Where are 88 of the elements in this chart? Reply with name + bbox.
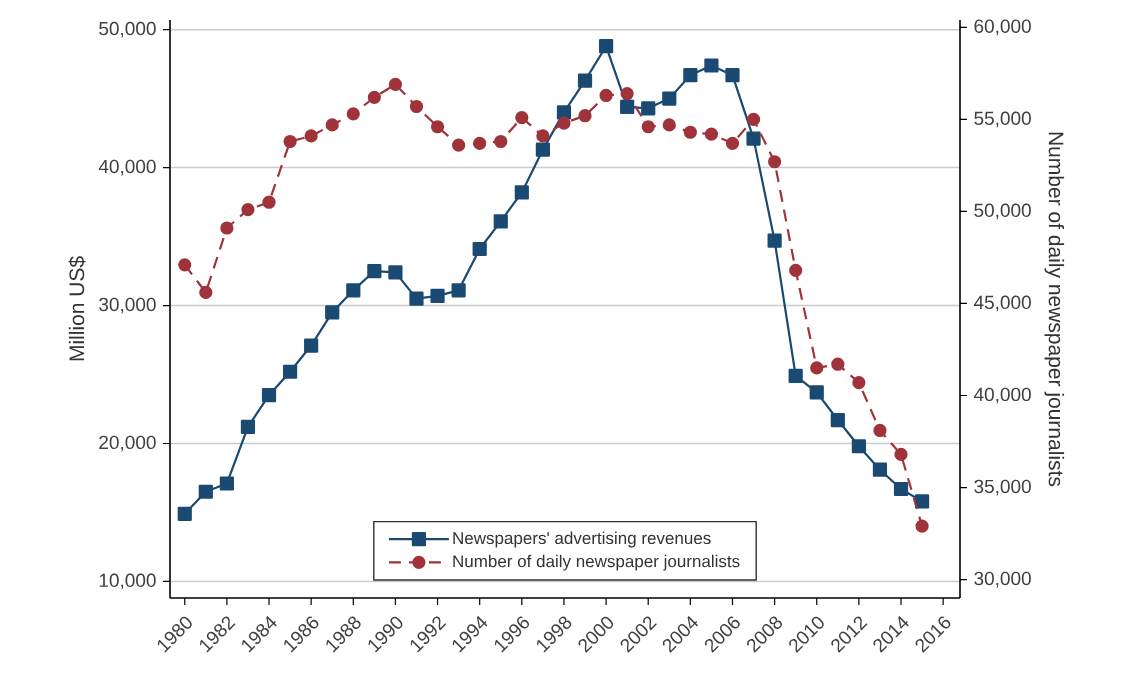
point (704, 58, 719, 73)
point (198, 484, 213, 499)
point (367, 263, 382, 279)
point (430, 288, 445, 303)
point (599, 88, 613, 103)
point (746, 112, 761, 126)
point (473, 136, 487, 150)
y-tick-label: 30,000 (99, 297, 156, 314)
point (809, 385, 824, 400)
point (641, 120, 655, 134)
point (388, 77, 403, 92)
point (746, 131, 761, 146)
point (767, 233, 782, 248)
point (219, 476, 234, 491)
point (683, 125, 697, 139)
point (346, 107, 360, 121)
point (261, 388, 277, 403)
point (283, 134, 297, 149)
y-tick-label: 10,000 (99, 573, 156, 590)
point (240, 419, 256, 435)
point (409, 291, 424, 306)
point (577, 73, 593, 88)
point (851, 439, 866, 454)
point (620, 99, 635, 114)
point (852, 376, 866, 390)
point (494, 134, 508, 149)
point (262, 195, 276, 209)
point (409, 99, 424, 114)
y2-tick-label: 30,000 (974, 571, 1031, 588)
point (346, 283, 361, 298)
y2-tick-label: 40,000 (973, 387, 1031, 404)
point (178, 258, 192, 272)
point (831, 357, 845, 371)
point (557, 116, 571, 130)
y2-tick-label: 55,000 (974, 111, 1031, 128)
point (452, 138, 466, 152)
point (683, 68, 698, 83)
y2-tick-label: 60,000 (974, 19, 1031, 36)
y2-tick-label: 45,000 (973, 295, 1031, 312)
point (893, 481, 909, 497)
point (894, 447, 908, 462)
point (220, 221, 234, 235)
y-tick-label: 40,000 (98, 159, 156, 176)
point (304, 338, 319, 353)
point (598, 39, 614, 54)
point (872, 462, 888, 477)
legend-label: Number of daily newspaper journalists (453, 554, 740, 571)
point (304, 129, 318, 143)
point (536, 129, 550, 143)
point (325, 118, 339, 132)
point (515, 110, 529, 125)
point (177, 506, 192, 521)
y2-tick-label: 50,000 (974, 203, 1031, 220)
point (915, 519, 929, 533)
point (768, 155, 782, 169)
point (620, 87, 634, 101)
point (282, 364, 298, 379)
point (788, 368, 803, 383)
point (578, 109, 592, 123)
point (535, 142, 550, 157)
legend-label: Newspapers' advertising revenues (453, 531, 711, 548)
point (789, 263, 803, 277)
point (810, 361, 824, 375)
point (199, 285, 213, 300)
point (388, 265, 403, 280)
point (556, 105, 572, 120)
point (472, 241, 487, 257)
point (451, 283, 466, 298)
y-tick-label: 50,000 (99, 21, 156, 38)
point (725, 68, 740, 83)
point (241, 202, 255, 217)
point (641, 101, 656, 116)
y2-tick-label: 35,000 (974, 479, 1031, 496)
point (725, 136, 740, 150)
point (514, 185, 529, 200)
point (914, 494, 930, 509)
point (430, 120, 445, 134)
point (325, 305, 340, 320)
point (493, 214, 508, 229)
point (662, 118, 676, 132)
point (704, 127, 719, 141)
point (830, 412, 845, 428)
point (662, 91, 677, 106)
point (367, 90, 381, 104)
y-tick-label: 20,000 (99, 435, 156, 452)
point (873, 423, 887, 438)
y2-axis-title: Number of daily newspaper journalists (1044, 132, 1065, 487)
y-axis-title: Million US$ (68, 256, 86, 361)
